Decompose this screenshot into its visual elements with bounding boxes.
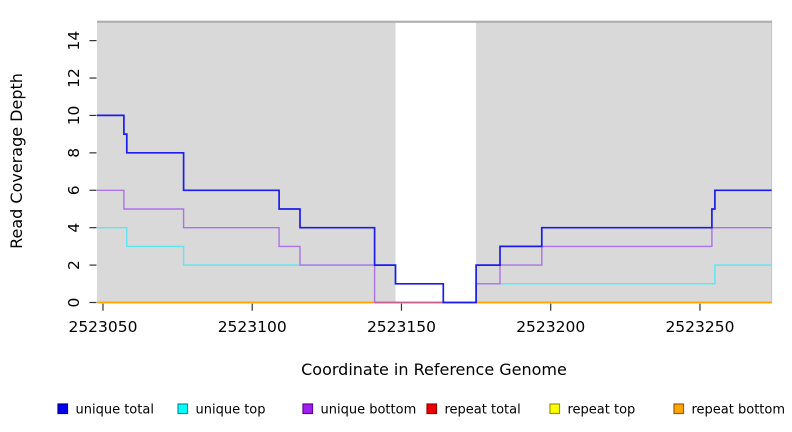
legend-swatch-repeat-top [549, 403, 561, 415]
y-tick-label: 0 [65, 298, 83, 308]
white-band [395, 22, 477, 304]
legend-label: repeat bottom [692, 403, 786, 418]
x-tick-label: 2523050 [68, 318, 137, 336]
legend-swatch-unique-top [177, 403, 189, 415]
legend-label: unique bottom [321, 403, 417, 418]
y-axis-title: Read Coverage Depth [7, 73, 26, 249]
y-tick-label: 8 [65, 148, 83, 158]
y-tick-label: 4 [65, 223, 83, 233]
y-tick-label: 14 [65, 31, 83, 51]
series-line-unique-bottom [97, 189, 772, 304]
legend-swatch-repeat-bottom [673, 403, 685, 415]
legend-label: unique total [76, 403, 154, 418]
plot-area: 2523050 2523100 2523150 2523200 2523250 0 2 4 6 8… [65, 20, 773, 336]
legend-swatch-unique-bottom [302, 403, 314, 415]
legend-label: unique top [196, 403, 266, 418]
legend-swatch-unique-total [57, 403, 69, 415]
y-tick-label: 10 [65, 106, 83, 126]
legend-label: repeat top [568, 403, 636, 418]
series-line-unique-total [97, 114, 772, 304]
x-tick-label: 2523250 [665, 318, 734, 336]
legend: unique total unique top unique bottom repea… [57, 403, 786, 418]
x-tick-label: 2523200 [516, 318, 585, 336]
x-axis-title: Coordinate in Reference Genome [301, 360, 567, 379]
y-tick-label: 12 [65, 68, 83, 88]
legend-label: repeat total [445, 403, 521, 418]
y-tick-label: 2 [65, 260, 83, 270]
y-tick-label: 6 [65, 185, 83, 195]
x-tick-label: 2523100 [218, 318, 287, 336]
legend-swatch-repeat-total [426, 403, 438, 415]
x-tick-label: 2523150 [367, 318, 436, 336]
